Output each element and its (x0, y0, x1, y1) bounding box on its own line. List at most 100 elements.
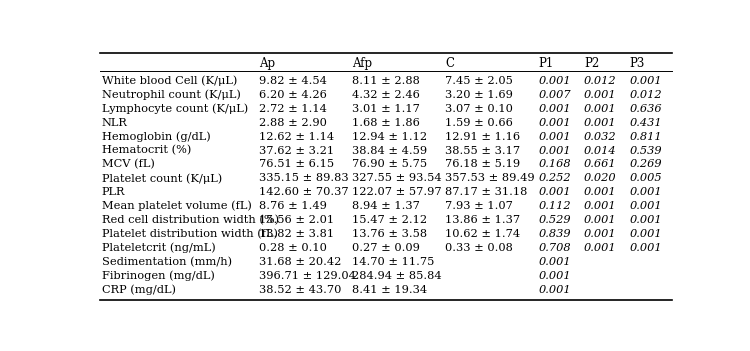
Text: 0.007: 0.007 (538, 90, 572, 100)
Text: 0.33 ± 0.08: 0.33 ± 0.08 (446, 243, 513, 253)
Text: 0.005: 0.005 (629, 173, 662, 183)
Text: 9.82 ± 4.54: 9.82 ± 4.54 (259, 76, 326, 86)
Text: PLR: PLR (102, 187, 125, 197)
Text: 0.811: 0.811 (629, 132, 662, 141)
Text: 1.59 ± 0.66: 1.59 ± 0.66 (446, 118, 513, 128)
Text: Hematocrit (%): Hematocrit (%) (102, 145, 191, 155)
Text: Afp: Afp (352, 57, 372, 70)
Text: 0.032: 0.032 (584, 132, 616, 141)
Text: 0.001: 0.001 (629, 201, 662, 211)
Text: 38.52 ± 43.70: 38.52 ± 43.70 (259, 285, 341, 294)
Text: 0.001: 0.001 (629, 215, 662, 225)
Text: 12.94 ± 1.12: 12.94 ± 1.12 (352, 132, 427, 141)
Text: 357.53 ± 89.49: 357.53 ± 89.49 (446, 173, 535, 183)
Text: 0.001: 0.001 (584, 215, 616, 225)
Text: 1.68 ± 1.86: 1.68 ± 1.86 (352, 118, 420, 128)
Text: White blood Cell (K/μL): White blood Cell (K/μL) (102, 76, 237, 86)
Text: 284.94 ± 85.84: 284.94 ± 85.84 (352, 271, 442, 280)
Text: 335.15 ± 89.83: 335.15 ± 89.83 (259, 173, 348, 183)
Text: 0.001: 0.001 (538, 132, 572, 141)
Text: 0.001: 0.001 (538, 187, 572, 197)
Text: 0.001: 0.001 (538, 271, 572, 280)
Text: 38.84 ± 4.59: 38.84 ± 4.59 (352, 146, 427, 155)
Text: 0.112: 0.112 (538, 201, 572, 211)
Text: 10.62 ± 1.74: 10.62 ± 1.74 (446, 229, 520, 239)
Text: 7.93 ± 1.07: 7.93 ± 1.07 (446, 201, 513, 211)
Text: 12.62 ± 1.14: 12.62 ± 1.14 (259, 132, 334, 141)
Text: P2: P2 (584, 57, 599, 70)
Text: P3: P3 (629, 57, 644, 70)
Text: 8.94 ± 1.37: 8.94 ± 1.37 (352, 201, 420, 211)
Text: 3.20 ± 1.69: 3.20 ± 1.69 (446, 90, 513, 100)
Text: 0.001: 0.001 (629, 76, 662, 86)
Text: 0.001: 0.001 (538, 104, 572, 114)
Text: 31.68 ± 20.42: 31.68 ± 20.42 (259, 257, 341, 267)
Text: 0.708: 0.708 (538, 243, 572, 253)
Text: 2.88 ± 2.90: 2.88 ± 2.90 (259, 118, 326, 128)
Text: 0.636: 0.636 (629, 104, 662, 114)
Text: 3.01 ± 1.17: 3.01 ± 1.17 (352, 104, 420, 114)
Text: 0.001: 0.001 (584, 104, 616, 114)
Text: 0.012: 0.012 (629, 90, 662, 100)
Text: 396.71 ± 129.04: 396.71 ± 129.04 (259, 271, 356, 280)
Text: 0.001: 0.001 (538, 76, 572, 86)
Text: Red cell distribution width (%): Red cell distribution width (%) (102, 215, 279, 225)
Text: 8.11 ± 2.88: 8.11 ± 2.88 (352, 76, 420, 86)
Text: 0.001: 0.001 (629, 243, 662, 253)
Text: Plateletcrit (ng/mL): Plateletcrit (ng/mL) (102, 243, 216, 253)
Text: 0.001: 0.001 (584, 118, 616, 128)
Text: 142.60 ± 70.37: 142.60 ± 70.37 (259, 187, 348, 197)
Text: 0.012: 0.012 (584, 76, 616, 86)
Text: P1: P1 (538, 57, 554, 70)
Text: 0.001: 0.001 (584, 90, 616, 100)
Text: 0.001: 0.001 (584, 201, 616, 211)
Text: 15.47 ± 2.12: 15.47 ± 2.12 (352, 215, 427, 225)
Text: Neutrophil count (K/μL): Neutrophil count (K/μL) (102, 90, 241, 100)
Text: Fibrinogen (mg/dL): Fibrinogen (mg/dL) (102, 270, 214, 281)
Text: 13.76 ± 3.58: 13.76 ± 3.58 (352, 229, 427, 239)
Text: Sedimentation (mm/h): Sedimentation (mm/h) (102, 257, 232, 267)
Text: 0.001: 0.001 (538, 257, 572, 267)
Text: NLR: NLR (102, 118, 128, 128)
Text: 0.001: 0.001 (538, 118, 572, 128)
Text: 13.82 ± 3.81: 13.82 ± 3.81 (259, 229, 334, 239)
Text: 37.62 ± 3.21: 37.62 ± 3.21 (259, 146, 334, 155)
Text: 0.001: 0.001 (629, 229, 662, 239)
Text: 0.001: 0.001 (584, 243, 616, 253)
Text: 76.90 ± 5.75: 76.90 ± 5.75 (352, 159, 427, 170)
Text: 3.07 ± 0.10: 3.07 ± 0.10 (446, 104, 513, 114)
Text: Hemoglobin (g/dL): Hemoglobin (g/dL) (102, 131, 211, 142)
Text: Platelet distribution width (fL): Platelet distribution width (fL) (102, 229, 278, 239)
Text: 13.86 ± 1.37: 13.86 ± 1.37 (446, 215, 520, 225)
Text: 0.001: 0.001 (538, 285, 572, 294)
Text: 76.18 ± 5.19: 76.18 ± 5.19 (446, 159, 520, 170)
Text: 38.55 ± 3.17: 38.55 ± 3.17 (446, 146, 520, 155)
Text: Ap: Ap (259, 57, 274, 70)
Text: 0.020: 0.020 (584, 173, 616, 183)
Text: 0.001: 0.001 (538, 146, 572, 155)
Text: 0.28 ± 0.10: 0.28 ± 0.10 (259, 243, 326, 253)
Text: 87.17 ± 31.18: 87.17 ± 31.18 (446, 187, 528, 197)
Text: CRP (mg/dL): CRP (mg/dL) (102, 284, 176, 295)
Text: 0.001: 0.001 (584, 229, 616, 239)
Text: 0.539: 0.539 (629, 146, 662, 155)
Text: 0.001: 0.001 (584, 187, 616, 197)
Text: 0.839: 0.839 (538, 229, 572, 239)
Text: 0.661: 0.661 (584, 159, 616, 170)
Text: 8.41 ± 19.34: 8.41 ± 19.34 (352, 285, 427, 294)
Text: Lymphocyte count (K/μL): Lymphocyte count (K/μL) (102, 104, 248, 114)
Text: 122.07 ± 57.97: 122.07 ± 57.97 (352, 187, 442, 197)
Text: MCV (fL): MCV (fL) (102, 159, 154, 170)
Text: 0.27 ± 0.09: 0.27 ± 0.09 (352, 243, 420, 253)
Text: 0.431: 0.431 (629, 118, 662, 128)
Text: 12.91 ± 1.16: 12.91 ± 1.16 (446, 132, 520, 141)
Text: 8.76 ± 1.49: 8.76 ± 1.49 (259, 201, 326, 211)
Text: 0.252: 0.252 (538, 173, 572, 183)
Text: 327.55 ± 93.54: 327.55 ± 93.54 (352, 173, 442, 183)
Text: 6.20 ± 4.26: 6.20 ± 4.26 (259, 90, 326, 100)
Text: 0.014: 0.014 (584, 146, 616, 155)
Text: Platelet count (K/μL): Platelet count (K/μL) (102, 173, 222, 184)
Text: Mean platelet volume (fL): Mean platelet volume (fL) (102, 201, 252, 211)
Text: 76.51 ± 6.15: 76.51 ± 6.15 (259, 159, 334, 170)
Text: 7.45 ± 2.05: 7.45 ± 2.05 (446, 76, 513, 86)
